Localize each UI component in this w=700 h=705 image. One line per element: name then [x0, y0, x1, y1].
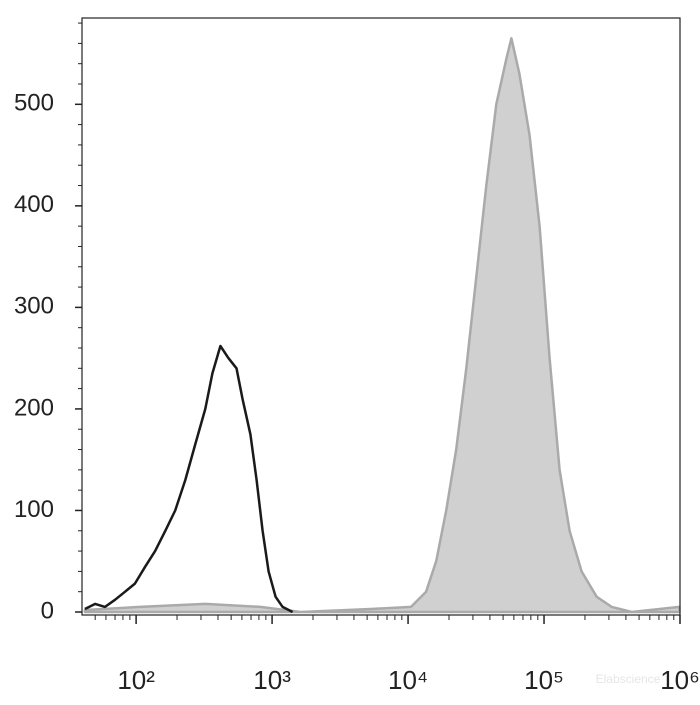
histogram-line [84, 344, 294, 614]
watermark: Elabscience [596, 672, 661, 686]
y-tick-label: 200 [14, 394, 54, 421]
plot-frame [81, 17, 681, 616]
y-tick-label: 100 [14, 496, 54, 523]
x-tick-label: 10⁶ [660, 665, 700, 695]
y-tick-label: 300 [14, 293, 54, 320]
y-tick-label: 500 [14, 90, 54, 117]
x-tick-label: 10³ [253, 665, 291, 695]
y-tick-label: 0 [41, 597, 54, 624]
x-tick-label: 10⁵ [524, 665, 564, 695]
histogram-area [83, 37, 681, 614]
x-tick-label: 10⁴ [388, 665, 428, 695]
x-tick-label: 10² [117, 665, 155, 695]
y-tick-label: 400 [14, 191, 54, 218]
